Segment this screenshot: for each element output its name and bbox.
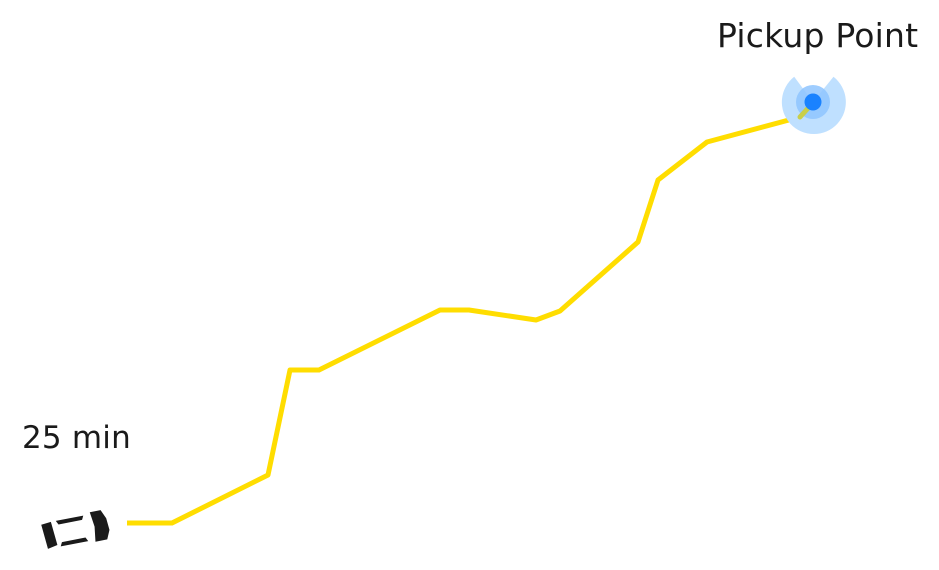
car-roof-bottom	[60, 537, 89, 547]
car-roof	[55, 515, 84, 525]
route-line	[127, 114, 801, 526]
car-hood	[89, 510, 110, 542]
car-rear	[41, 521, 58, 549]
pickup-point-label: Pickup Point	[717, 16, 919, 55]
location-pin-icon	[804, 93, 822, 111]
car-icon[interactable]	[41, 509, 112, 551]
eta-label: 25 min	[22, 420, 131, 456]
pickup-marker[interactable]	[781, 76, 846, 135]
